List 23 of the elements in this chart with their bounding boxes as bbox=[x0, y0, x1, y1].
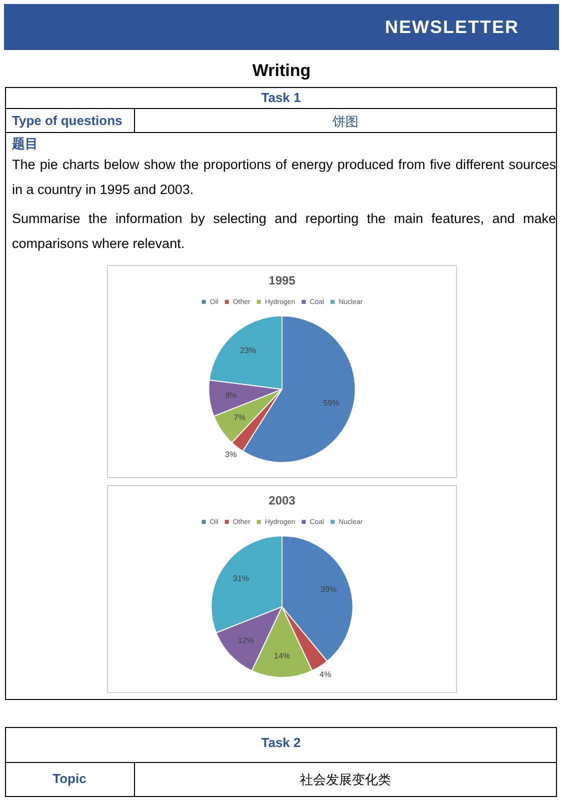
data-label: 3% bbox=[225, 450, 237, 460]
text: The pie charts below show the proportions of energy produced from five different sources in a country in 1995 and 2003. bbox=[12, 156, 556, 199]
text: Task 1 bbox=[260, 90, 302, 105]
data-label: 14% bbox=[274, 651, 290, 660]
text: Writing bbox=[251, 61, 312, 81]
text: 社会发展变化类 bbox=[299, 771, 392, 789]
data-label: 59% bbox=[323, 398, 340, 408]
chart-title: 2003 bbox=[268, 494, 296, 508]
text: Task 2 bbox=[260, 735, 302, 750]
data-label: 39% bbox=[320, 585, 337, 594]
text: Topic bbox=[52, 771, 88, 786]
text: Type of questions bbox=[12, 113, 122, 128]
data-label: 12% bbox=[238, 636, 254, 645]
text: Summarise the information by selecting and reporting the main features, and make comparisons where relevant. bbox=[12, 210, 556, 253]
text: NEWSLETTER bbox=[385, 17, 519, 38]
chart-title: 1995 bbox=[268, 274, 296, 288]
text: 题目 bbox=[12, 135, 38, 153]
data-label: 4% bbox=[320, 670, 332, 680]
data-label: 31% bbox=[233, 574, 250, 584]
data-label: 8% bbox=[225, 390, 237, 400]
data-label: 7% bbox=[234, 413, 246, 422]
data-label: 23% bbox=[240, 346, 256, 355]
text: 饼图 bbox=[332, 113, 360, 131]
